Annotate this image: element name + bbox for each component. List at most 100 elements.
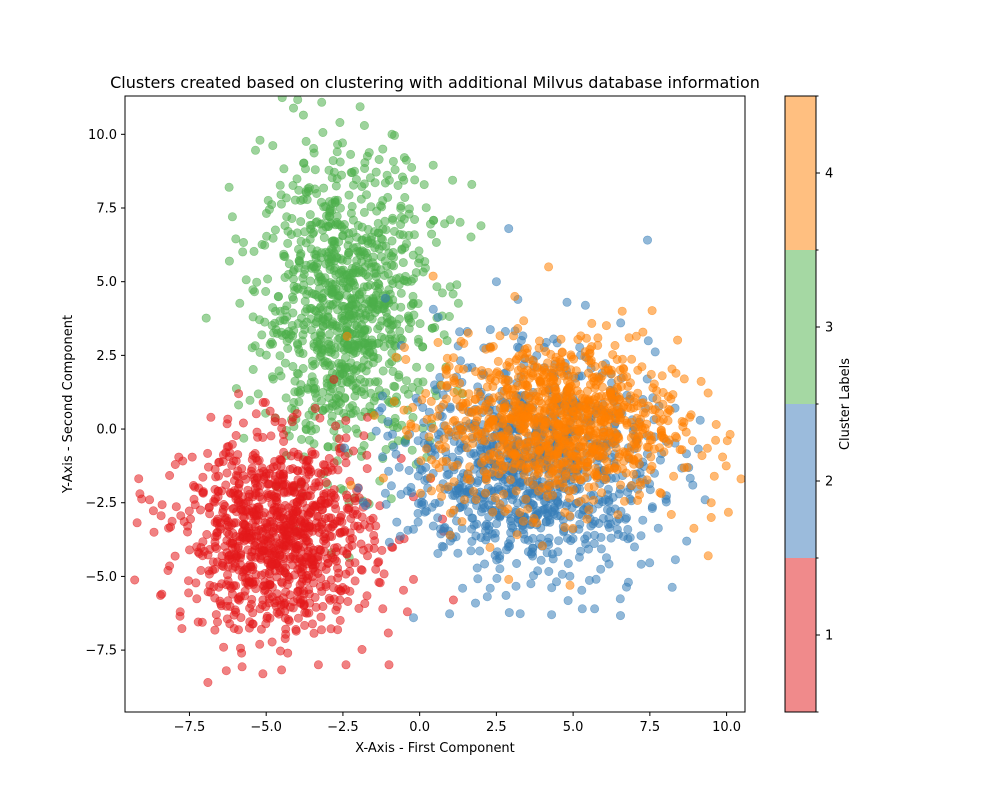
data-point: [271, 532, 281, 542]
data-point: [316, 197, 326, 207]
data-point: [293, 466, 303, 476]
data-point: [278, 469, 288, 479]
data-point: [191, 578, 201, 588]
x-tick-label: −5.0: [250, 720, 282, 735]
data-point: [402, 486, 412, 496]
data-point: [702, 443, 712, 453]
data-point: [231, 494, 241, 504]
data-point: [404, 204, 414, 214]
data-point: [401, 354, 411, 364]
data-point: [662, 408, 672, 418]
data-point: [268, 233, 278, 243]
data-point: [408, 402, 418, 412]
data-point: [194, 548, 204, 558]
data-point: [242, 532, 252, 542]
data-point: [231, 430, 241, 440]
data-point: [288, 274, 298, 284]
data-point: [252, 511, 262, 521]
data-point: [685, 412, 695, 422]
data-point: [473, 574, 483, 584]
data-point: [304, 410, 314, 420]
data-point: [435, 483, 445, 493]
data-point: [394, 370, 404, 380]
data-point: [211, 472, 221, 482]
data-point: [467, 179, 477, 189]
series-3: [201, 96, 486, 562]
data-point: [512, 404, 522, 414]
data-point: [330, 198, 340, 208]
data-point: [310, 403, 320, 413]
data-point: [390, 382, 400, 392]
data-point: [323, 357, 333, 367]
data-point: [637, 362, 647, 372]
data-point: [392, 517, 402, 527]
data-point: [512, 558, 522, 568]
data-point: [533, 566, 543, 576]
data-point: [597, 382, 607, 392]
data-point: [491, 368, 501, 378]
data-point: [467, 524, 477, 534]
data-point: [235, 298, 245, 308]
data-point: [459, 495, 469, 505]
data-point: [736, 474, 745, 484]
data-point: [497, 430, 507, 440]
data-point: [493, 356, 503, 366]
data-point: [437, 288, 447, 298]
data-point: [532, 387, 542, 397]
data-point: [539, 422, 549, 432]
y-tick-label: 0.0: [96, 423, 117, 438]
data-point: [293, 318, 303, 328]
data-point: [584, 575, 594, 585]
data-point: [277, 665, 287, 675]
data-point: [370, 536, 380, 546]
data-point: [361, 270, 371, 280]
data-point: [318, 128, 328, 138]
x-tick-label: 10.0: [712, 720, 741, 735]
data-point: [412, 362, 422, 372]
data-point: [385, 324, 395, 334]
data-point: [411, 423, 421, 433]
data-point: [408, 613, 418, 623]
data-point: [503, 542, 513, 552]
data-point: [428, 160, 438, 170]
data-point: [309, 439, 319, 449]
data-point: [627, 354, 637, 364]
data-point: [420, 257, 430, 267]
data-point: [390, 165, 400, 175]
data-point: [413, 508, 423, 518]
colorbar-tick-label: 1: [825, 629, 833, 644]
data-point: [585, 450, 595, 460]
data-point: [268, 374, 278, 384]
data-point: [389, 396, 399, 406]
data-point: [415, 488, 425, 498]
data-point: [371, 167, 381, 177]
data-point: [387, 129, 397, 139]
data-point: [177, 624, 187, 634]
data-point: [245, 395, 255, 405]
data-point: [248, 285, 258, 295]
data-point: [689, 523, 699, 533]
data-point: [455, 327, 465, 337]
data-point: [219, 642, 229, 652]
data-point: [238, 418, 248, 428]
data-point: [603, 364, 613, 374]
data-point: [293, 452, 303, 462]
data-point: [385, 339, 395, 349]
data-point: [448, 595, 458, 605]
data-point: [335, 528, 345, 538]
data-point: [316, 396, 326, 406]
data-point: [249, 246, 259, 256]
data-point: [341, 416, 351, 426]
data-point: [666, 509, 676, 519]
data-point: [258, 669, 268, 679]
data-point: [753, 460, 761, 468]
data-point: [346, 277, 356, 287]
data-point: [170, 459, 180, 469]
data-point: [272, 502, 282, 512]
data-point: [265, 613, 275, 623]
data-point: [223, 570, 233, 580]
data-point: [263, 274, 273, 284]
data-point: [544, 441, 554, 451]
data-point: [229, 476, 239, 486]
data-point: [204, 462, 214, 472]
